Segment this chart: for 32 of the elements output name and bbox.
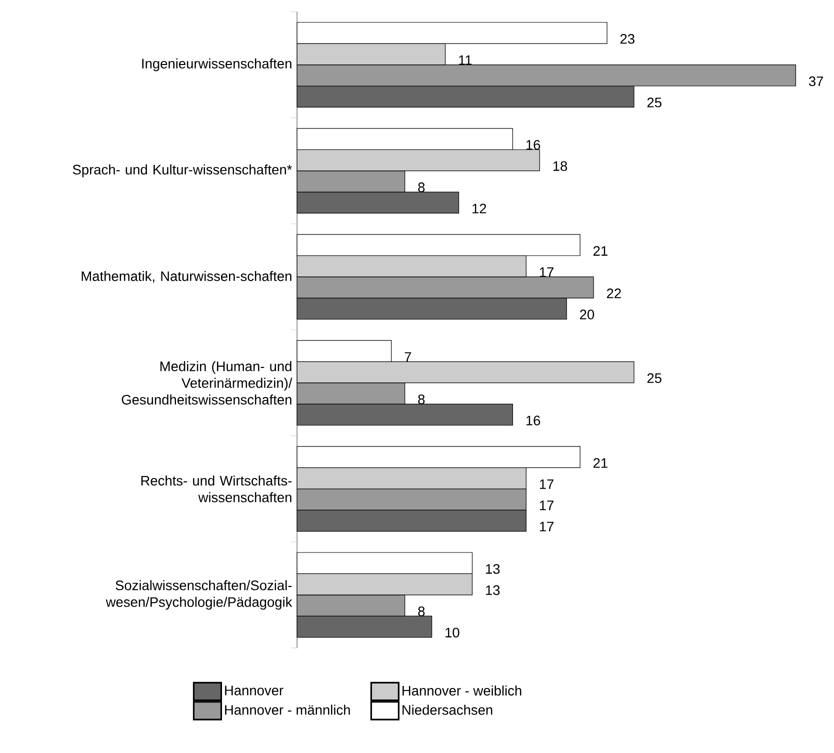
data-label: 17 bbox=[540, 522, 554, 532]
legend-label: Hannover bbox=[225, 686, 284, 696]
data-label: 13 bbox=[486, 585, 500, 596]
data-label: 17 bbox=[540, 479, 554, 489]
data-label: 17 bbox=[540, 500, 554, 510]
data-label: 21 bbox=[593, 458, 608, 468]
data-label: 7 bbox=[404, 352, 412, 362]
y-tick-label: Mathematik, Naturwissen-schaften bbox=[82, 271, 292, 283]
data-label: 13 bbox=[486, 564, 500, 574]
data-label: 23 bbox=[620, 34, 634, 44]
data-label: 16 bbox=[526, 140, 540, 150]
data-label: 12 bbox=[472, 204, 486, 214]
data-label: 10 bbox=[446, 628, 460, 638]
legend-label: Hannover - weiblich bbox=[402, 686, 522, 696]
y-tick-label: Sozialwissenschaften/Sozial-wesen/Psychologie/Pädagogik bbox=[106, 580, 292, 610]
data-label: 8 bbox=[418, 606, 425, 616]
data-label: 37 bbox=[808, 76, 824, 86]
legend-label: Niedersachsen bbox=[402, 704, 492, 715]
data-label: 25 bbox=[647, 98, 662, 108]
data-label: 8 bbox=[418, 182, 425, 192]
data-label: 8 bbox=[418, 394, 425, 404]
data-label: 25 bbox=[647, 373, 662, 384]
y-tick-label: Rechts- und Wirtschafts-wissenschaften bbox=[141, 476, 292, 502]
data-label: 20 bbox=[580, 310, 594, 320]
data-label: 18 bbox=[553, 161, 568, 172]
y-tick-label: Ingenieurwissenschaften bbox=[142, 58, 292, 72]
data-label: 16 bbox=[526, 416, 540, 426]
y-tick-label: Medizin (Human- und Veterinärmedizin)/ Gesundheitswissenschaften bbox=[122, 361, 292, 405]
legend-label: Hannover - männlich bbox=[225, 704, 350, 715]
data-label: 22 bbox=[606, 288, 621, 298]
data-label: 21 bbox=[593, 246, 608, 256]
y-tick-label: Sprach- und Kultur-wissenschaften* bbox=[72, 164, 292, 178]
